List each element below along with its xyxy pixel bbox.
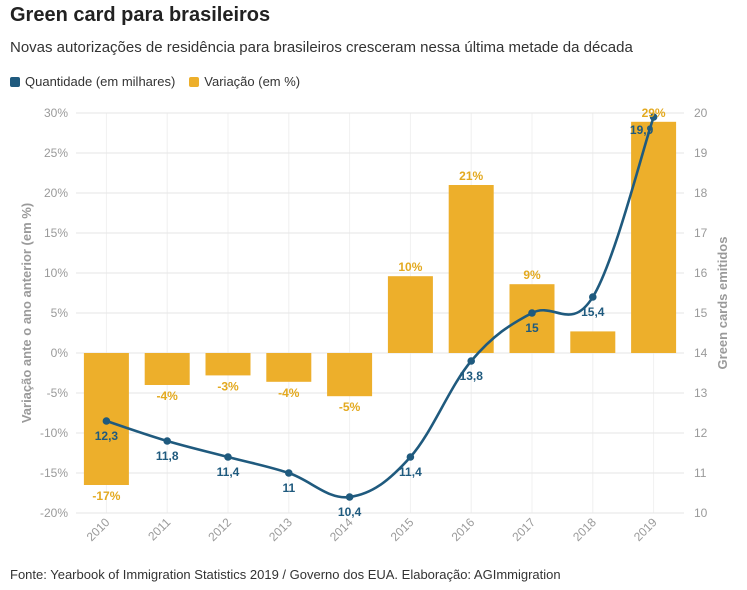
bar-label: 21% (459, 169, 483, 183)
legend: Quantidade (em milhares) Variação (em %) (10, 74, 300, 89)
y-left-tick: 5% (51, 306, 69, 320)
legend-swatch-variacao (189, 76, 200, 87)
bar-label: -4% (157, 389, 179, 403)
y-right-tick: 18 (694, 186, 708, 200)
y-right-tick: 14 (694, 346, 708, 360)
source-note: Fonte: Yearbook of Immigration Statistic… (10, 567, 561, 582)
point-label: 11,4 (217, 465, 240, 479)
point-2019 (649, 113, 658, 121)
y-left-tick: 20% (44, 186, 68, 200)
y-left-axis-title: Variação ante o ano anterior (em %) (19, 203, 34, 423)
bar-2011 (144, 353, 190, 385)
y-left-tick: 30% (44, 106, 68, 120)
y-right-tick: 15 (694, 306, 708, 320)
point-label: 12,3 (95, 429, 119, 443)
point-2018 (589, 293, 597, 301)
y-right-tick: 13 (694, 386, 708, 400)
combo-chart: -20% -15% -10% -5% 0% 5% 10% 15% 20% 25% 30% 10 11 12… (19, 106, 730, 544)
legend-swatch-quantidade (10, 76, 20, 87)
bar-2014 (327, 353, 373, 397)
y-left-tick: -15% (40, 466, 68, 480)
point-2013 (285, 469, 293, 477)
bar-label: 10% (398, 260, 422, 274)
x-tick-label: 2013 (266, 515, 295, 544)
y-right-tick: 20 (694, 106, 708, 120)
x-tick-label: 2012 (205, 515, 234, 544)
point-label: 11 (282, 481, 295, 495)
point-2016 (467, 357, 476, 365)
point-2015 (406, 453, 415, 461)
y-right-tick: 11 (694, 466, 707, 480)
legend-item-variacao[interactable]: Variação (em %) (189, 74, 300, 89)
y-left-tick: -20% (40, 506, 68, 520)
point-2014 (345, 493, 354, 501)
y-left-tick: 0% (51, 346, 69, 360)
bar-2016 (448, 185, 494, 353)
bar-2012 (205, 353, 251, 376)
y-left-tick: 25% (44, 146, 68, 160)
bar-label: -17% (92, 489, 120, 503)
bar-2015 (387, 276, 433, 353)
bar-label: 29% (642, 106, 666, 120)
y-right-tick: 10 (694, 506, 708, 520)
y-right-tick: 16 (694, 266, 708, 280)
point-label: 19,9 (630, 123, 654, 137)
point-2010 (102, 417, 111, 425)
x-tick-label: 2014 (327, 515, 356, 544)
line-quantidade (105, 116, 655, 499)
y-right-axis-title: Green cards emitidos (715, 237, 730, 370)
y-right-tick: 17 (694, 226, 708, 240)
x-tick-label: 2016 (449, 515, 478, 544)
legend-label-variacao: Variação (em %) (204, 74, 301, 89)
bar-label: -3% (217, 379, 239, 393)
point-label: 13,8 (460, 369, 484, 383)
point-2017 (528, 309, 536, 317)
x-tick-label: 2015 (388, 515, 417, 544)
bar-2013 (266, 353, 312, 382)
y-left-tick: 10% (44, 266, 68, 280)
bar-2018 (570, 331, 616, 353)
x-tick-label: 2011 (145, 515, 173, 543)
legend-item-quantidade[interactable]: Quantidade (em milhares) (10, 74, 175, 89)
chart-subtitle: Novas autorizações de residência para br… (10, 39, 633, 56)
y-right-tick: 19 (694, 146, 708, 160)
x-tick-label: 2019 (631, 515, 660, 544)
bar-2019 (631, 121, 677, 353)
point-label: 15 (525, 321, 539, 335)
y-left-tick: -5% (47, 386, 69, 400)
y-left-tick: -10% (40, 426, 68, 440)
x-tick-label: 2018 (570, 515, 599, 544)
bar-2017 (509, 284, 555, 353)
x-tick-label: 2010 (84, 515, 113, 544)
point-2012 (224, 453, 232, 461)
bar-label: -4% (278, 386, 300, 400)
point-2011 (163, 437, 171, 445)
legend-label-quantidade: Quantidade (em milhares) (25, 74, 176, 89)
point-label: 11,8 (156, 449, 179, 463)
bar-label: 9% (523, 268, 541, 282)
y-left-tick: 15% (44, 226, 68, 240)
y-right-tick: 12 (694, 426, 708, 440)
bar-label: -5% (339, 400, 361, 414)
point-label: 15,4 (581, 305, 605, 319)
point-label: 10,4 (338, 505, 362, 519)
point-label: 11,4 (399, 465, 422, 479)
x-tick-label: 2017 (509, 515, 538, 544)
chart-title: Green card para brasileiros (10, 4, 271, 26)
